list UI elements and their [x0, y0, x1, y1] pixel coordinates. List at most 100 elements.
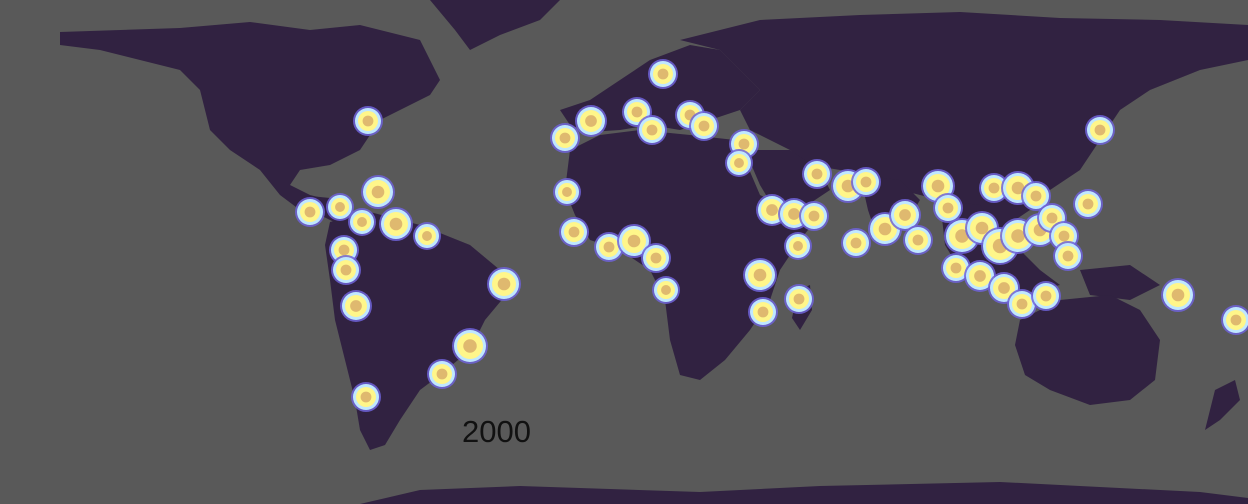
hotspot-layer	[627, 234, 641, 248]
hotspot-layer	[304, 206, 316, 218]
hotspot-layer	[698, 120, 710, 132]
landmass-antarctica	[360, 482, 1248, 504]
hotspot-layer	[436, 368, 448, 380]
year-label: 2000	[462, 414, 531, 449]
coral-hotspot	[1031, 281, 1061, 311]
coral-hotspot	[351, 382, 381, 412]
coral-hotspot	[933, 193, 963, 223]
hotspot-layer	[811, 168, 823, 180]
coral-hotspot	[1221, 305, 1248, 335]
coral-hotspot	[379, 207, 413, 241]
hotspot-layer	[350, 300, 362, 312]
landmass-new-guinea	[1080, 265, 1160, 300]
coral-hotspot	[427, 359, 457, 389]
hotspot-layer	[562, 187, 572, 197]
hotspot-layer	[340, 264, 352, 276]
hotspot-layer	[338, 244, 350, 256]
landmass-north-america	[60, 22, 440, 210]
hotspot-layer	[422, 231, 432, 241]
coral-hotspot	[841, 228, 871, 258]
coral-hotspot	[637, 115, 667, 145]
coral-hotspot	[802, 159, 832, 189]
hotspot-layer	[753, 268, 767, 282]
coral-hotspot	[784, 284, 814, 314]
coral-hotspot	[725, 149, 753, 177]
hotspot-layer	[738, 138, 750, 150]
coral-hotspot	[1085, 115, 1115, 145]
coral-hotspot	[941, 253, 971, 283]
hotspot-layer	[657, 68, 669, 80]
hotspot-layer	[1082, 198, 1094, 210]
hotspot-layer	[1011, 181, 1025, 195]
coral-hotspot	[799, 201, 829, 231]
coral-hotspot	[326, 193, 354, 221]
hotspot-layer	[1171, 288, 1185, 302]
coral-hotspot	[348, 208, 376, 236]
hotspot-layer	[1058, 230, 1070, 242]
coral-hotspot	[1073, 189, 1103, 219]
hotspot-layer	[1011, 229, 1025, 243]
hotspot-layer	[988, 182, 1000, 194]
hotspot-layer	[661, 285, 671, 295]
coral-hotspot	[1021, 181, 1051, 211]
landmass-new-zealand	[1205, 380, 1240, 430]
hotspot-layer	[650, 252, 662, 264]
hotspot-layer	[998, 282, 1010, 294]
hotspot-layer	[371, 185, 385, 199]
hotspot-layer	[362, 115, 374, 127]
coral-hotspot	[1007, 289, 1037, 319]
landmass-asia	[680, 12, 1248, 230]
hotspot-layer	[850, 237, 862, 249]
coral-hotspot	[903, 225, 933, 255]
hotspot-layer	[497, 277, 511, 291]
coral-hotspot	[413, 222, 441, 250]
coral-hotspot	[622, 97, 652, 127]
hotspot-layer	[912, 234, 924, 246]
hotspot-layer	[1094, 124, 1106, 136]
hotspot-layer	[788, 208, 800, 220]
hotspot-layer	[568, 226, 580, 238]
hotspot-layer	[1030, 190, 1042, 202]
hotspot-layer	[1016, 298, 1028, 310]
coral-hotspot	[452, 328, 488, 364]
hotspot-layer	[808, 210, 820, 222]
coral-hotspot	[1053, 241, 1083, 271]
landmass-australia	[1015, 295, 1160, 405]
coral-hotspot	[361, 175, 395, 209]
hotspot-layer	[931, 179, 945, 193]
coral-hotspot	[1161, 278, 1195, 312]
hotspot-layer	[1230, 314, 1242, 326]
coral-hotspot	[594, 232, 624, 262]
coral-hotspot	[559, 217, 589, 247]
hotspot-layer	[631, 106, 643, 118]
hotspot-layer	[463, 339, 477, 353]
coral-hotspot	[353, 106, 383, 136]
coral-hotspot	[784, 232, 812, 260]
coral-hotspot	[340, 290, 372, 322]
coral-hotspot	[553, 178, 581, 206]
hotspot-layer	[603, 241, 615, 253]
hotspot-layer	[559, 132, 571, 144]
hotspot-layer	[860, 176, 872, 188]
coral-hotspot	[648, 59, 678, 89]
hotspot-layer	[1062, 250, 1074, 262]
hotspot-layer	[793, 241, 803, 251]
coral-hotspot	[487, 267, 521, 301]
hotspot-layer	[734, 158, 744, 168]
landmass-greenland	[430, 0, 560, 50]
hotspot-layer	[757, 306, 769, 318]
coral-hotspot	[889, 199, 921, 231]
coral-hotspot	[964, 260, 996, 292]
coral-hotspot	[743, 258, 777, 292]
hotspot-layer	[389, 217, 403, 231]
coral-hotspot	[851, 167, 881, 197]
coral-hotspot	[641, 243, 671, 273]
hotspot-layer	[646, 124, 658, 136]
hotspot-layer	[942, 202, 954, 214]
coral-hotspot	[550, 123, 580, 153]
hotspot-layer	[335, 202, 345, 212]
coral-hotspot	[295, 197, 325, 227]
hotspot-layer	[766, 204, 778, 216]
coral-hotspot	[575, 105, 607, 137]
